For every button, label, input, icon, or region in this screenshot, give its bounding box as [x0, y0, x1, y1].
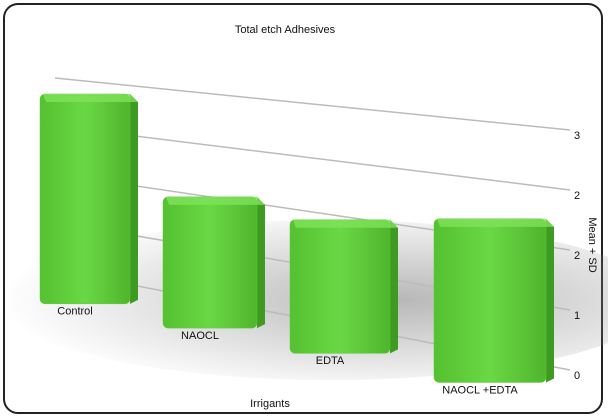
y-tick-label: 2: [574, 250, 580, 262]
y-tick-label: 2: [574, 190, 580, 202]
y-tick-label: 1: [574, 310, 580, 322]
y-tick-label: 3: [574, 130, 580, 142]
bar: [433, 218, 554, 383]
bar: [289, 219, 398, 354]
grid-line: [54, 125, 571, 191]
bar: [39, 93, 138, 305]
x-tick-label: EDTA: [316, 355, 345, 367]
x-tick-label: NAOCL: [181, 330, 219, 342]
grid-line: [54, 77, 571, 131]
x-axis-title: Irrigants: [250, 398, 290, 410]
chart-title: Total etch Adhesives: [235, 24, 336, 36]
x-tick-label: NAOCL +EDTA: [442, 384, 518, 396]
y-tick-label: 0: [574, 370, 580, 382]
x-tick-label: Control: [57, 306, 92, 318]
bar: [162, 196, 265, 329]
y-axis-title: Mean + SD: [586, 217, 598, 272]
